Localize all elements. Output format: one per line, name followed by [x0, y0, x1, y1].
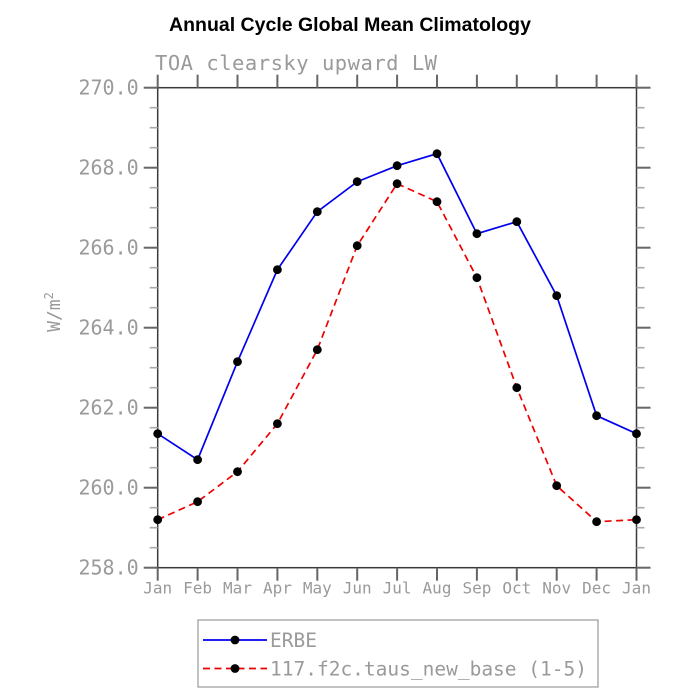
data-point-marker — [592, 411, 601, 421]
data-point-marker — [153, 515, 163, 525]
legend-layer: ERBE 117.f2c.taus_new_base (1-5) — [197, 619, 599, 688]
data-point-marker — [273, 265, 282, 275]
legend-sample-marker — [230, 635, 240, 645]
x-tick-label: Aug — [423, 579, 452, 598]
data-point-marker — [632, 515, 641, 525]
y-tick-label: 258.0 — [78, 556, 138, 580]
legend-sample-marker — [230, 664, 240, 673]
chart-subtitle: TOA clearsky upward LW — [155, 51, 438, 75]
data-point-marker — [312, 207, 322, 217]
data-point-marker — [193, 497, 203, 507]
series-line-model — [157, 182, 637, 523]
data-point-marker — [392, 161, 402, 171]
x-tick-label: Oct — [502, 579, 531, 598]
x-tick-label: May — [303, 579, 332, 598]
y-tick-label: 268.0 — [78, 156, 138, 180]
data-point-marker — [392, 179, 402, 189]
chart-title: Annual Cycle Global Mean Climatology — [169, 14, 531, 36]
x-tick-label: Apr — [263, 579, 292, 598]
y-axis-unit-label: W/m2 — [42, 292, 65, 332]
y-tick-label: 262.0 — [78, 396, 138, 420]
axes-layer: 270.0 268.0 266.0 264.0 262.0 260.0 258.0 Jan Fe… — [78, 74, 651, 598]
data-point-marker — [592, 517, 601, 527]
data-point-marker — [352, 241, 362, 251]
x-tick-label: Feb — [183, 579, 212, 598]
data-point-marker — [432, 197, 442, 207]
y-tick-label: 264.0 — [78, 316, 138, 340]
data-point-marker — [432, 149, 442, 159]
data-point-marker — [512, 383, 522, 393]
data-point-marker — [312, 345, 322, 355]
data-point-marker — [552, 481, 562, 491]
data-point-marker — [193, 455, 203, 465]
x-tick-label: Nov — [542, 579, 571, 598]
data-point-marker — [512, 217, 522, 227]
legend-label: ERBE — [270, 629, 317, 652]
x-tick-label: Jan — [143, 579, 172, 598]
x-tick-label: Mar — [223, 579, 252, 598]
data-point-marker — [352, 177, 362, 187]
data-point-marker — [233, 467, 242, 477]
y-tick-label: 260.0 — [78, 476, 138, 500]
x-tick-label: Jul — [383, 579, 412, 598]
legend-label: 117.f2c.taus_new_base (1-5) — [270, 658, 587, 681]
data-point-marker — [472, 273, 482, 283]
data-point-marker — [472, 229, 482, 239]
data-point-marker — [552, 291, 562, 301]
data-point-marker — [632, 429, 641, 439]
x-tick-label: Jan — [622, 579, 651, 598]
legend-box — [197, 619, 599, 688]
y-tick-label: 266.0 — [78, 236, 138, 260]
data-point-marker — [153, 429, 163, 439]
data-point-marker — [233, 357, 242, 367]
x-tick-label: Jun — [343, 579, 372, 598]
plot-frame — [156, 86, 638, 569]
series-layer — [153, 149, 641, 527]
series-line-erbe — [157, 152, 637, 461]
y-tick-label: 270.0 — [78, 76, 138, 100]
x-tick-label: Sep — [462, 579, 491, 598]
x-tick-label: Dec — [582, 579, 611, 598]
data-point-marker — [273, 419, 282, 429]
